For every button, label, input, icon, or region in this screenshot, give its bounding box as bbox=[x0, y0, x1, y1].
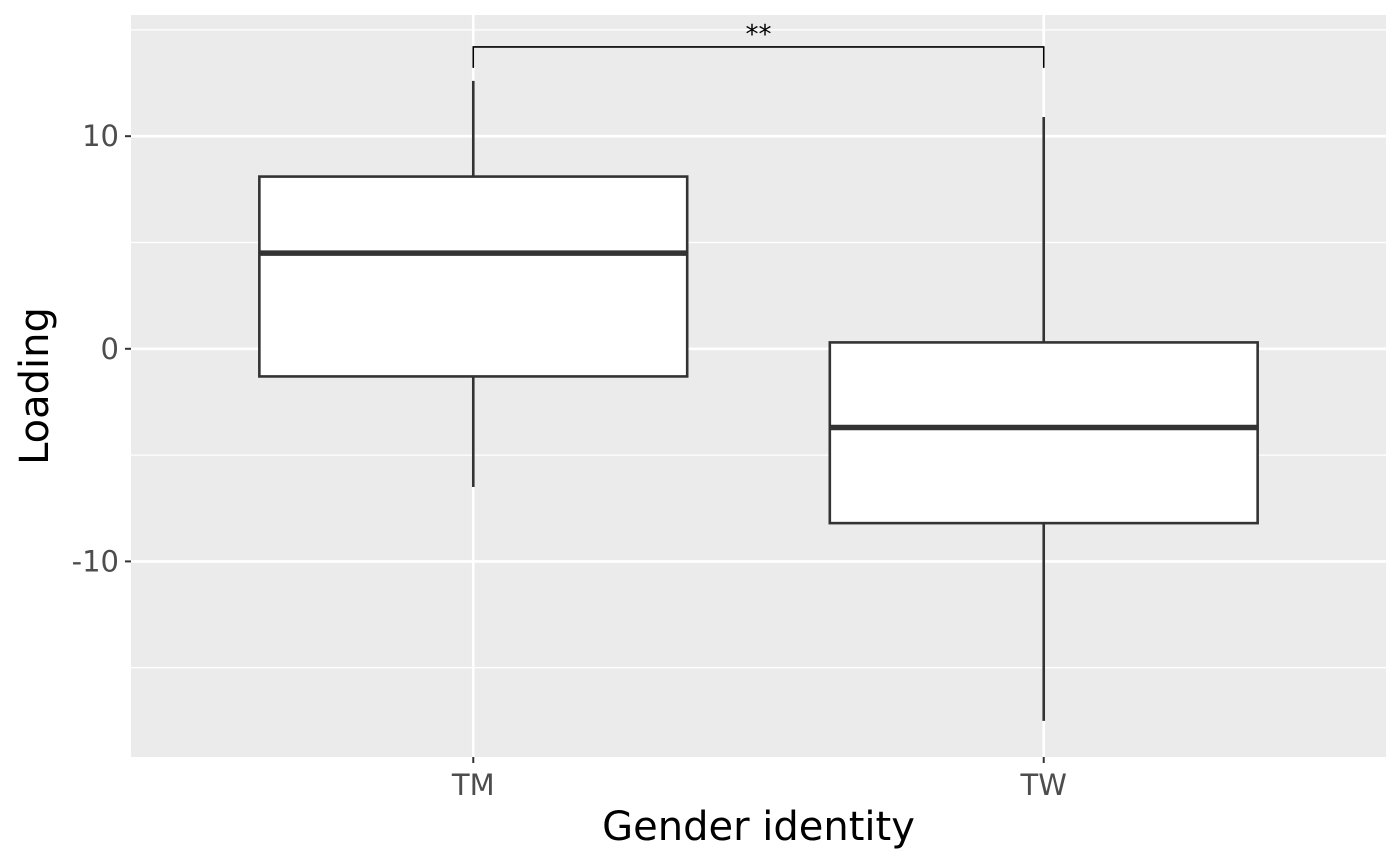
x-axis: TM TW bbox=[451, 757, 1067, 802]
box-tw bbox=[828, 117, 1259, 721]
y-tick-label: -10 bbox=[72, 544, 119, 578]
significance-label: ** bbox=[746, 20, 772, 50]
x-tick-label: TW bbox=[1020, 768, 1067, 802]
bracket-line bbox=[472, 46, 1045, 68]
box-body bbox=[828, 341, 1259, 525]
box-body bbox=[258, 175, 689, 378]
x-axis-title: Gender identity bbox=[602, 804, 915, 850]
box-series bbox=[258, 80, 1259, 721]
y-axis: -10 0 10 bbox=[72, 119, 131, 578]
y-tick-label: 0 bbox=[101, 332, 119, 366]
y-tick-label: 10 bbox=[82, 119, 119, 153]
significance-bracket: ** bbox=[472, 20, 1045, 68]
box-tm bbox=[258, 80, 689, 487]
y-axis-title: Loading bbox=[12, 307, 58, 465]
x-tick-label: TM bbox=[451, 768, 495, 802]
